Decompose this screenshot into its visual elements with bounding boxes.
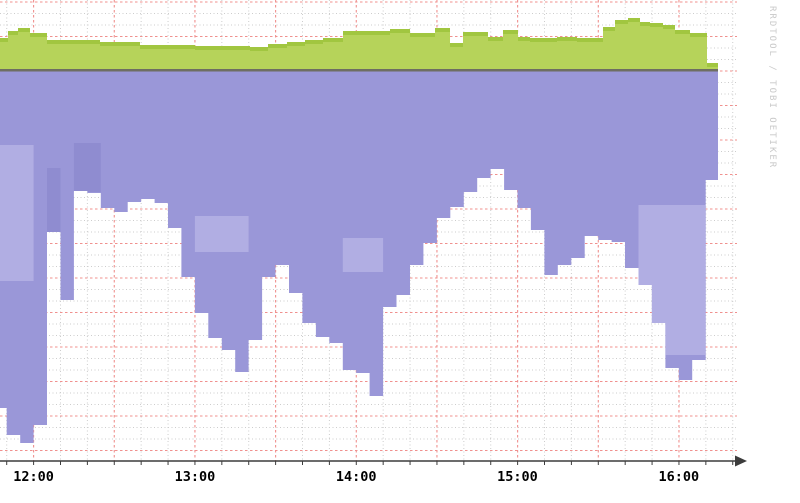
green-cap-segment xyxy=(463,32,488,36)
green-cap-segment xyxy=(690,33,707,37)
green-cap-segment xyxy=(615,20,628,24)
purple-light-patch xyxy=(342,238,384,272)
green-cap-segment xyxy=(18,28,30,32)
green-cap-segment xyxy=(503,30,518,34)
green-cap-segment xyxy=(518,37,530,41)
green-purple-boundary-line xyxy=(0,69,718,72)
green-cap-segment xyxy=(100,42,140,46)
green-cap-segment xyxy=(47,40,100,44)
green-cap-segment xyxy=(390,29,410,33)
x-axis-labels: 12:00 13:00 14:00 15:00 16:00 xyxy=(13,469,699,485)
green-cap-segment xyxy=(707,63,718,67)
green-cap-segment xyxy=(557,37,577,41)
green-cap-segment xyxy=(140,45,195,49)
green-cap-segment xyxy=(450,43,463,47)
green-cap-segment xyxy=(530,38,557,42)
x-axis-ticks xyxy=(6,461,734,465)
green-cap-segment xyxy=(323,38,343,42)
purple-shade-patches xyxy=(0,143,706,355)
green-cap-segment xyxy=(628,18,640,22)
green-cap-segment xyxy=(343,31,390,35)
green-cap-segment xyxy=(675,30,690,34)
green-cap-segment xyxy=(663,25,675,29)
green-cap-segment xyxy=(250,47,268,51)
x-axis-label: 12:00 xyxy=(13,469,54,485)
x-axis-label: 13:00 xyxy=(175,469,216,485)
green-area xyxy=(0,18,718,69)
x-axis xyxy=(0,455,747,467)
green-cap-segment xyxy=(577,38,603,42)
rrdtool-watermark: RRDTOOL / TOBI OETIKER xyxy=(767,6,777,169)
x-axis-label: 14:00 xyxy=(336,469,377,485)
green-area-series xyxy=(0,18,718,69)
green-cap-segment xyxy=(410,33,435,37)
green-cap-segment xyxy=(435,28,450,32)
green-cap-segment xyxy=(287,42,305,46)
x-axis-label: 15:00 xyxy=(497,469,538,485)
x-axis-arrow xyxy=(735,455,747,467)
green-cap-segment xyxy=(650,23,663,27)
green-cap-segment xyxy=(0,38,8,42)
purple-dark-patch xyxy=(73,143,101,192)
green-cap-segment xyxy=(195,46,250,50)
green-cap-segment xyxy=(30,33,47,37)
purple-light-patch xyxy=(638,205,706,355)
purple-dark-patch xyxy=(47,168,61,232)
purple-light-patch xyxy=(0,145,34,281)
purple-light-patch xyxy=(194,216,249,252)
green-cap-segment xyxy=(8,31,18,35)
green-cap-segment xyxy=(603,27,615,31)
green-cap-segment xyxy=(488,37,503,41)
green-cap-segment xyxy=(640,22,650,26)
green-cap-segment xyxy=(305,40,323,44)
green-cap-segment xyxy=(268,44,287,48)
x-axis-label: 16:00 xyxy=(658,469,699,485)
